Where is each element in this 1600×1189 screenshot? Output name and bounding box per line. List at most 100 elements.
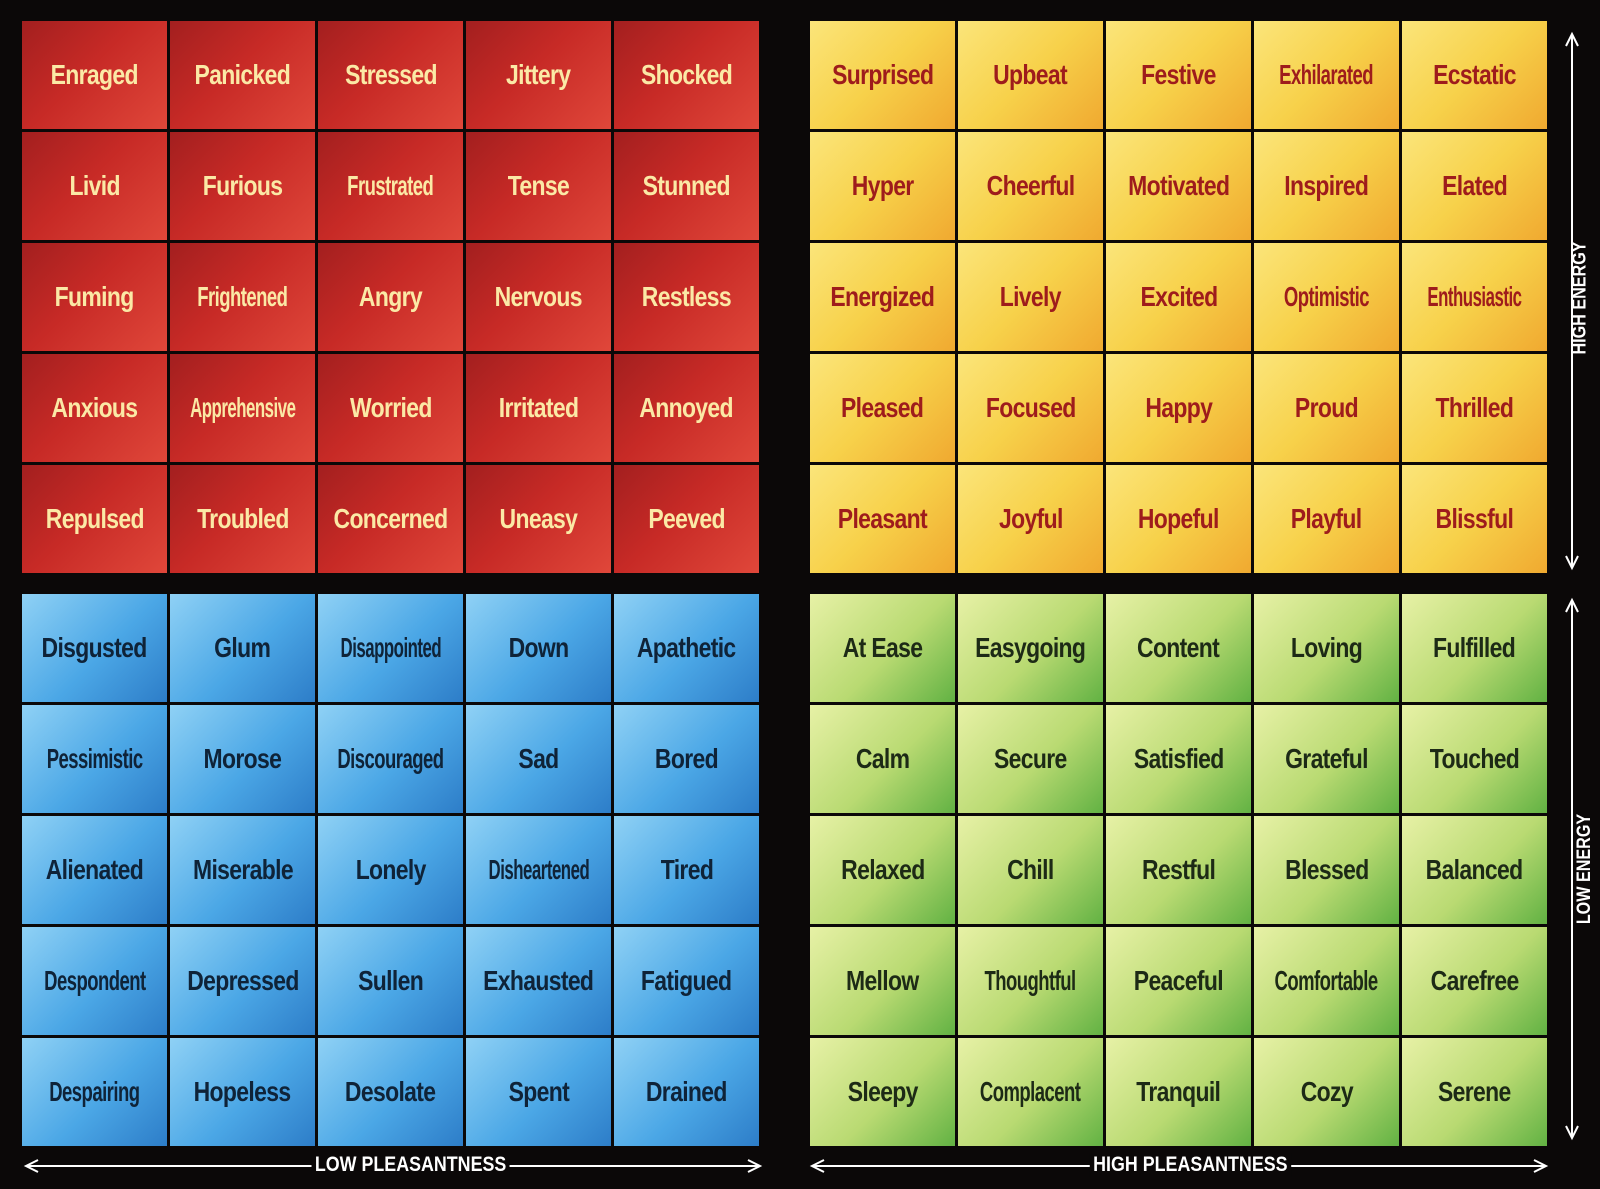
low-energy-arrow-down — [1565, 1125, 1579, 1141]
emotion-label: Serene — [1438, 1076, 1511, 1107]
emotion-label: Sullen — [358, 965, 424, 996]
high-pleasantness-arrow-right — [1533, 1159, 1549, 1173]
emotion-cell-bored: Bored — [614, 705, 759, 813]
emotion-cell-joyful: Joyful — [958, 465, 1103, 573]
emotion-label: Uneasy — [499, 503, 578, 534]
emotion-cell-pleasant: Pleasant — [810, 465, 955, 573]
emotion-label: Worried — [349, 392, 432, 423]
emotion-cell-motivated: Motivated — [1106, 132, 1251, 240]
emotion-cell-comfortable: Comfortable — [1254, 927, 1399, 1035]
emotion-label: Discouraged — [337, 743, 444, 774]
emotion-cell-panicked: Panicked — [170, 21, 315, 129]
emotion-label: Tranquil — [1136, 1076, 1221, 1107]
emotion-cell-mellow: Mellow — [810, 927, 955, 1035]
emotion-label: Repulsed — [45, 503, 144, 534]
emotion-cell-cozy: Cozy — [1254, 1038, 1399, 1146]
emotion-cell-stunned: Stunned — [614, 132, 759, 240]
emotion-cell-concerned: Concerned — [318, 465, 463, 573]
emotion-label: Disgusted — [41, 632, 148, 663]
emotion-label: Secure — [994, 743, 1067, 774]
emotion-cell-sad: Sad — [466, 705, 611, 813]
low-pleasantness-label: LOW PLEASANTNESS — [311, 1153, 510, 1177]
emotion-label: Hyper — [851, 170, 914, 201]
emotion-cell-surprised: Surprised — [810, 21, 955, 129]
emotion-label: Annoyed — [639, 392, 734, 423]
emotion-cell-irritated: Irritated — [466, 354, 611, 462]
emotion-cell-cheerful: Cheerful — [958, 132, 1103, 240]
emotion-cell-peaceful: Peaceful — [1106, 927, 1251, 1035]
emotion-label: Loving — [1290, 632, 1363, 663]
emotion-label: Restless — [641, 281, 732, 312]
emotion-cell-disgusted: Disgusted — [22, 594, 167, 702]
emotion-cell-disheartened: Disheartened — [466, 816, 611, 924]
emotion-cell-furious: Furious — [170, 132, 315, 240]
emotion-cell-pleased: Pleased — [810, 354, 955, 462]
emotion-label: Sleepy — [847, 1076, 918, 1107]
emotion-cell-thrilled: Thrilled — [1402, 354, 1547, 462]
emotion-label: Chill — [1007, 854, 1054, 885]
emotion-label: Playful — [1291, 503, 1362, 534]
emotion-label: Down — [508, 632, 570, 663]
emotion-label: Enraged — [50, 59, 139, 90]
emotion-cell-jittery: Jittery — [466, 21, 611, 129]
emotion-label: Frustrated — [347, 170, 434, 201]
emotion-cell-easygoing: Easygoing — [958, 594, 1103, 702]
emotion-label: Balanced — [1426, 854, 1524, 885]
emotion-cell-morose: Morose — [170, 705, 315, 813]
emotion-cell-frustrated: Frustrated — [318, 132, 463, 240]
emotion-cell-stressed: Stressed — [318, 21, 463, 129]
emotion-cell-ecstatic: Ecstatic — [1402, 21, 1547, 129]
emotion-cell-uneasy: Uneasy — [466, 465, 611, 573]
emotion-label: Hopeless — [194, 1076, 292, 1107]
emotion-label: Drained — [646, 1076, 728, 1107]
emotion-cell-depressed: Depressed — [170, 927, 315, 1035]
emotion-cell-festive: Festive — [1106, 21, 1251, 129]
emotion-cell-livid: Livid — [22, 132, 167, 240]
emotion-cell-optimistic: Optimistic — [1254, 243, 1399, 351]
emotion-cell-touched: Touched — [1402, 705, 1547, 813]
emotion-cell-restless: Restless — [614, 243, 759, 351]
emotion-label: Panicked — [194, 59, 291, 90]
emotion-label: Stressed — [344, 59, 437, 90]
emotion-label: Energized — [830, 281, 935, 312]
emotion-label: Shocked — [640, 59, 733, 90]
high-energy-arrow-down — [1565, 555, 1579, 571]
emotion-cell-loving: Loving — [1254, 594, 1399, 702]
emotion-label: Motivated — [1127, 170, 1230, 201]
emotion-cell-focused: Focused — [958, 354, 1103, 462]
emotion-cell-balanced: Balanced — [1402, 816, 1547, 924]
quadrant-low-energy-high-pleasantness: At Ease Easygoing Content Loving Fulfilled Ca… — [810, 594, 1547, 1146]
emotion-label: Troubled — [196, 503, 289, 534]
quadrant-high-energy-low-pleasantness: Enraged Panicked Stressed Jittery Shocked Liv… — [22, 21, 759, 573]
emotion-cell-exhilarated: Exhilarated — [1254, 21, 1399, 129]
emotion-cell-glum: Glum — [170, 594, 315, 702]
emotion-cell-at-ease: At Ease — [810, 594, 955, 702]
emotion-label: Thoughtful — [984, 965, 1077, 996]
high-pleasantness-arrow-left — [809, 1159, 825, 1173]
emotion-cell-enthusiastic: Enthusiastic — [1402, 243, 1547, 351]
emotion-label: Furious — [202, 170, 283, 201]
emotion-label: Sad — [518, 743, 559, 774]
emotion-label: Enthusiastic — [1427, 281, 1522, 312]
emotion-label: Upbeat — [993, 59, 1069, 90]
emotion-label: Exhausted — [483, 965, 594, 996]
emotion-label: Exhilarated — [1279, 59, 1374, 90]
emotion-label: Concerned — [333, 503, 448, 534]
emotion-label: Fuming — [55, 281, 135, 312]
emotion-cell-pessimistic: Pessimistic — [22, 705, 167, 813]
quadrant-high-energy-high-pleasantness: Surprised Upbeat Festive Exhilarated Ecstati… — [810, 21, 1547, 573]
emotion-label: Glum — [214, 632, 271, 663]
emotion-cell-annoyed: Annoyed — [614, 354, 759, 462]
emotion-label: Comfortable — [1274, 965, 1379, 996]
emotion-label: Bored — [654, 743, 719, 774]
emotion-cell-hyper: Hyper — [810, 132, 955, 240]
emotion-cell-tense: Tense — [466, 132, 611, 240]
emotion-cell-exhausted: Exhausted — [466, 927, 611, 1035]
emotion-label: Mellow — [846, 965, 919, 996]
emotion-cell-satisfied: Satisfied — [1106, 705, 1251, 813]
emotion-cell-elated: Elated — [1402, 132, 1547, 240]
emotion-label: Peeved — [648, 503, 725, 534]
emotion-cell-energized: Energized — [810, 243, 955, 351]
emotion-label: Tired — [660, 854, 713, 885]
